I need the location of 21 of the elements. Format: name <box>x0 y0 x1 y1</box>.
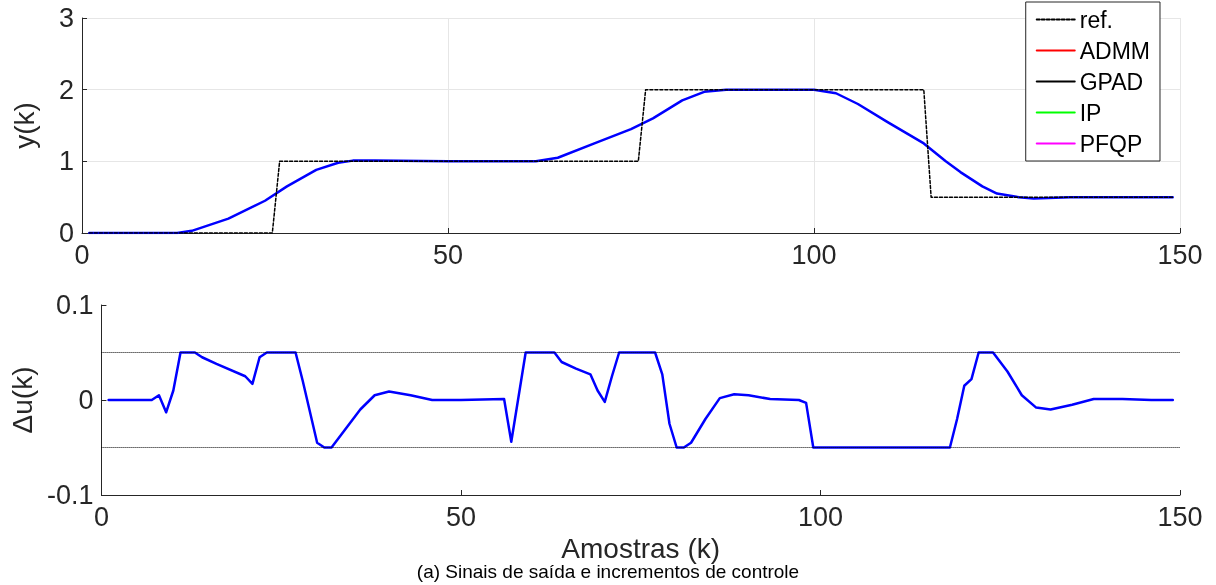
legend-label: ADMM <box>1079 37 1151 64</box>
line-series <box>107 351 1175 449</box>
legend-label: GPAD <box>1079 68 1144 95</box>
x-tick-label: 150 <box>1157 501 1203 532</box>
y-tick-label: 0 <box>58 218 74 248</box>
y-tick-label: 1 <box>58 146 74 177</box>
x-tick-label: 100 <box>791 239 837 270</box>
x-tick-label: 50 <box>445 501 476 532</box>
y-axis-title: Δu(k) <box>6 366 38 434</box>
y-tick-label: 3 <box>58 3 74 33</box>
x-tick-label: 100 <box>797 501 844 532</box>
legend-label: IP <box>1079 99 1102 126</box>
y-tick-label: -0.1 <box>46 480 94 510</box>
legend-label: PFQP <box>1079 130 1143 157</box>
y-tick-label: 0 <box>78 385 94 415</box>
x-tick-label: 50 <box>432 239 464 270</box>
y-tick-label: 0.1 <box>55 290 94 320</box>
y-tick-label: 2 <box>58 74 74 105</box>
y-axis-title: y(k) <box>8 102 40 149</box>
x-tick-label: 150 <box>1157 239 1203 270</box>
legend-label: ref. <box>1079 6 1113 33</box>
